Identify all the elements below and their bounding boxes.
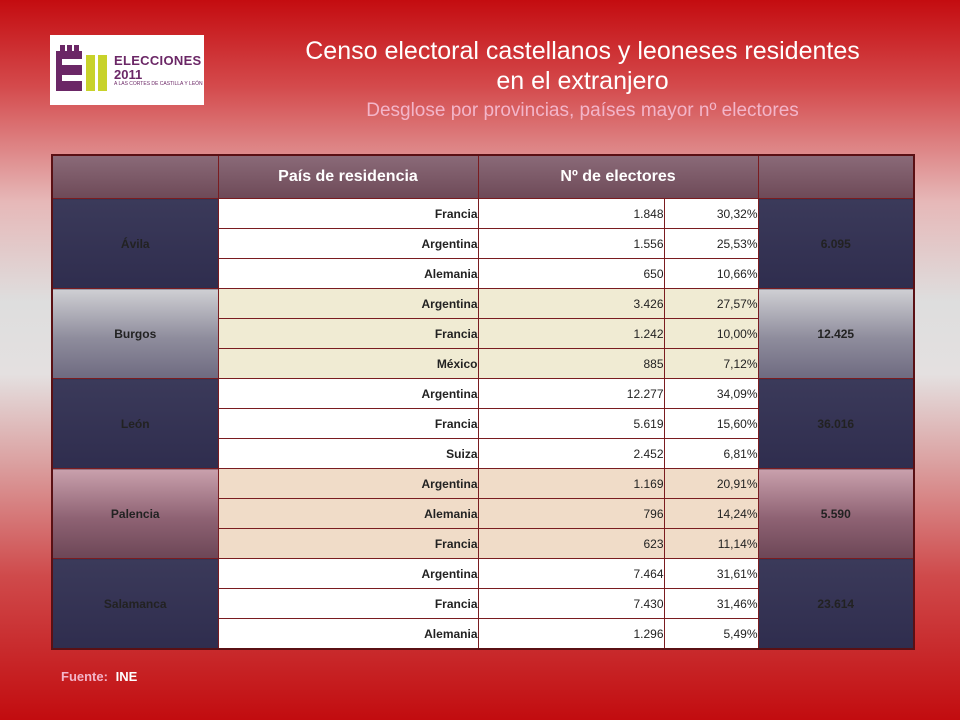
title-block: Censo electoral castellanos y leoneses r… — [215, 36, 950, 124]
header-empty-left — [51, 154, 219, 199]
header-electors: Nº de electores — [477, 154, 759, 199]
percent-cell: 10,00% — [663, 318, 759, 349]
country-cell: Argentina — [217, 558, 479, 589]
electors-cell: 1.242 — [477, 318, 665, 349]
electors-cell: 1.848 — [477, 198, 665, 229]
province-total: 6.095 — [757, 198, 915, 289]
country-cell: México — [217, 348, 479, 379]
country-cell: Argentina — [217, 228, 479, 259]
percent-cell: 5,49% — [663, 618, 759, 650]
electors-cell: 1.296 — [477, 618, 665, 650]
source-label: Fuente: — [61, 669, 108, 684]
country-cell: Francia — [217, 588, 479, 619]
province-total: 36.016 — [757, 378, 915, 469]
table-row: Francia 7.430 31,46% — [52, 588, 914, 619]
province-total: 5.590 — [757, 468, 915, 559]
percent-cell: 20,91% — [663, 468, 759, 499]
electors-cell: 7.430 — [477, 588, 665, 619]
table-row: Palencia Argentina 1.169 20,91% 5.590 — [51, 468, 915, 559]
table-row: Francia 1.242 10,00% — [52, 318, 914, 349]
page-title-line1: Censo electoral castellanos y leoneses r… — [305, 37, 860, 65]
page-title-line2: en el extranjero — [496, 67, 669, 95]
percent-cell: 7,12% — [663, 348, 759, 379]
percent-cell: 14,24% — [663, 498, 759, 529]
castle-logo-icon — [56, 45, 107, 91]
electors-cell: 885 — [477, 348, 665, 379]
header-empty-right — [757, 154, 915, 199]
logo-year: 2011 — [114, 66, 143, 82]
table-row: Salamanca Argentina 7.464 31,61% 23.614 — [51, 558, 915, 650]
percent-cell: 31,61% — [663, 558, 759, 589]
percent-cell: 10,66% — [663, 258, 759, 289]
table-row: Ávila Francia 1.848 30,32% 6.095 — [51, 198, 915, 289]
electors-cell: 1.169 — [477, 468, 665, 499]
country-cell: Francia — [217, 318, 479, 349]
table-header-row: País de residencia Nº de electores — [51, 154, 915, 199]
table-row: León Argentina 12.277 34,09% 36.016 — [51, 378, 915, 469]
table-row: Alemania 1.296 5,49% — [52, 618, 914, 650]
percent-cell: 6,81% — [663, 438, 759, 469]
table-row: Francia 5.619 15,60% — [52, 408, 914, 439]
country-cell: Suiza — [217, 438, 479, 469]
country-cell: Francia — [217, 408, 479, 439]
electors-cell: 796 — [477, 498, 665, 529]
table-row: Alemania 650 10,66% — [52, 258, 914, 289]
country-cell: Argentina — [217, 468, 479, 499]
source-value: INE — [115, 669, 138, 684]
percent-cell: 15,60% — [663, 408, 759, 439]
province-name: León — [51, 378, 219, 469]
logo-title: ELECCIONES — [114, 52, 202, 68]
country-cell: Francia — [217, 198, 479, 229]
electors-cell: 3.426 — [477, 288, 665, 319]
country-cell: Alemania — [217, 498, 479, 529]
country-cell: Argentina — [217, 378, 479, 409]
header-country: País de residencia — [217, 154, 479, 199]
province-name: Palencia — [51, 468, 219, 559]
percent-cell: 30,32% — [663, 198, 759, 229]
elecciones-logo: ELECCIONES 2011 A LAS CORTES DE CASTILLA… — [50, 35, 204, 105]
province-name: Ávila — [51, 198, 219, 289]
electors-cell: 12.277 — [477, 378, 665, 409]
table-row: México 885 7,12% — [52, 348, 914, 379]
percent-cell: 31,46% — [663, 588, 759, 619]
table-row: Alemania 796 14,24% — [52, 498, 914, 529]
percent-cell: 25,53% — [663, 228, 759, 259]
province-total: 23.614 — [757, 558, 915, 650]
province-total: 12.425 — [757, 288, 915, 379]
page-subtitle: Desglose por provincias, países mayor nº… — [366, 100, 799, 121]
source-note: Fuente: INE — [61, 669, 137, 684]
electors-table: País de residencia Nº de electores Ávila… — [51, 154, 916, 650]
country-cell: Francia — [217, 528, 479, 559]
logo-caption: A LAS CORTES DE CASTILLA Y LEÓN — [114, 80, 203, 87]
country-cell: Alemania — [217, 618, 479, 650]
table-row: Burgos Argentina 3.426 27,57% 12.425 — [51, 288, 915, 379]
electors-cell: 2.452 — [477, 438, 665, 469]
table-row: Argentina 1.556 25,53% — [52, 228, 914, 259]
percent-cell: 34,09% — [663, 378, 759, 409]
country-cell: Argentina — [217, 288, 479, 319]
country-cell: Alemania — [217, 258, 479, 289]
percent-cell: 27,57% — [663, 288, 759, 319]
province-name: Burgos — [51, 288, 219, 379]
electors-cell: 650 — [477, 258, 665, 289]
electors-cell: 5.619 — [477, 408, 665, 439]
electors-cell: 623 — [477, 528, 665, 559]
electors-cell: 7.464 — [477, 558, 665, 589]
percent-cell: 11,14% — [663, 528, 759, 559]
province-name: Salamanca — [51, 558, 219, 650]
table-row: Francia 623 11,14% — [52, 528, 914, 559]
electors-cell: 1.556 — [477, 228, 665, 259]
